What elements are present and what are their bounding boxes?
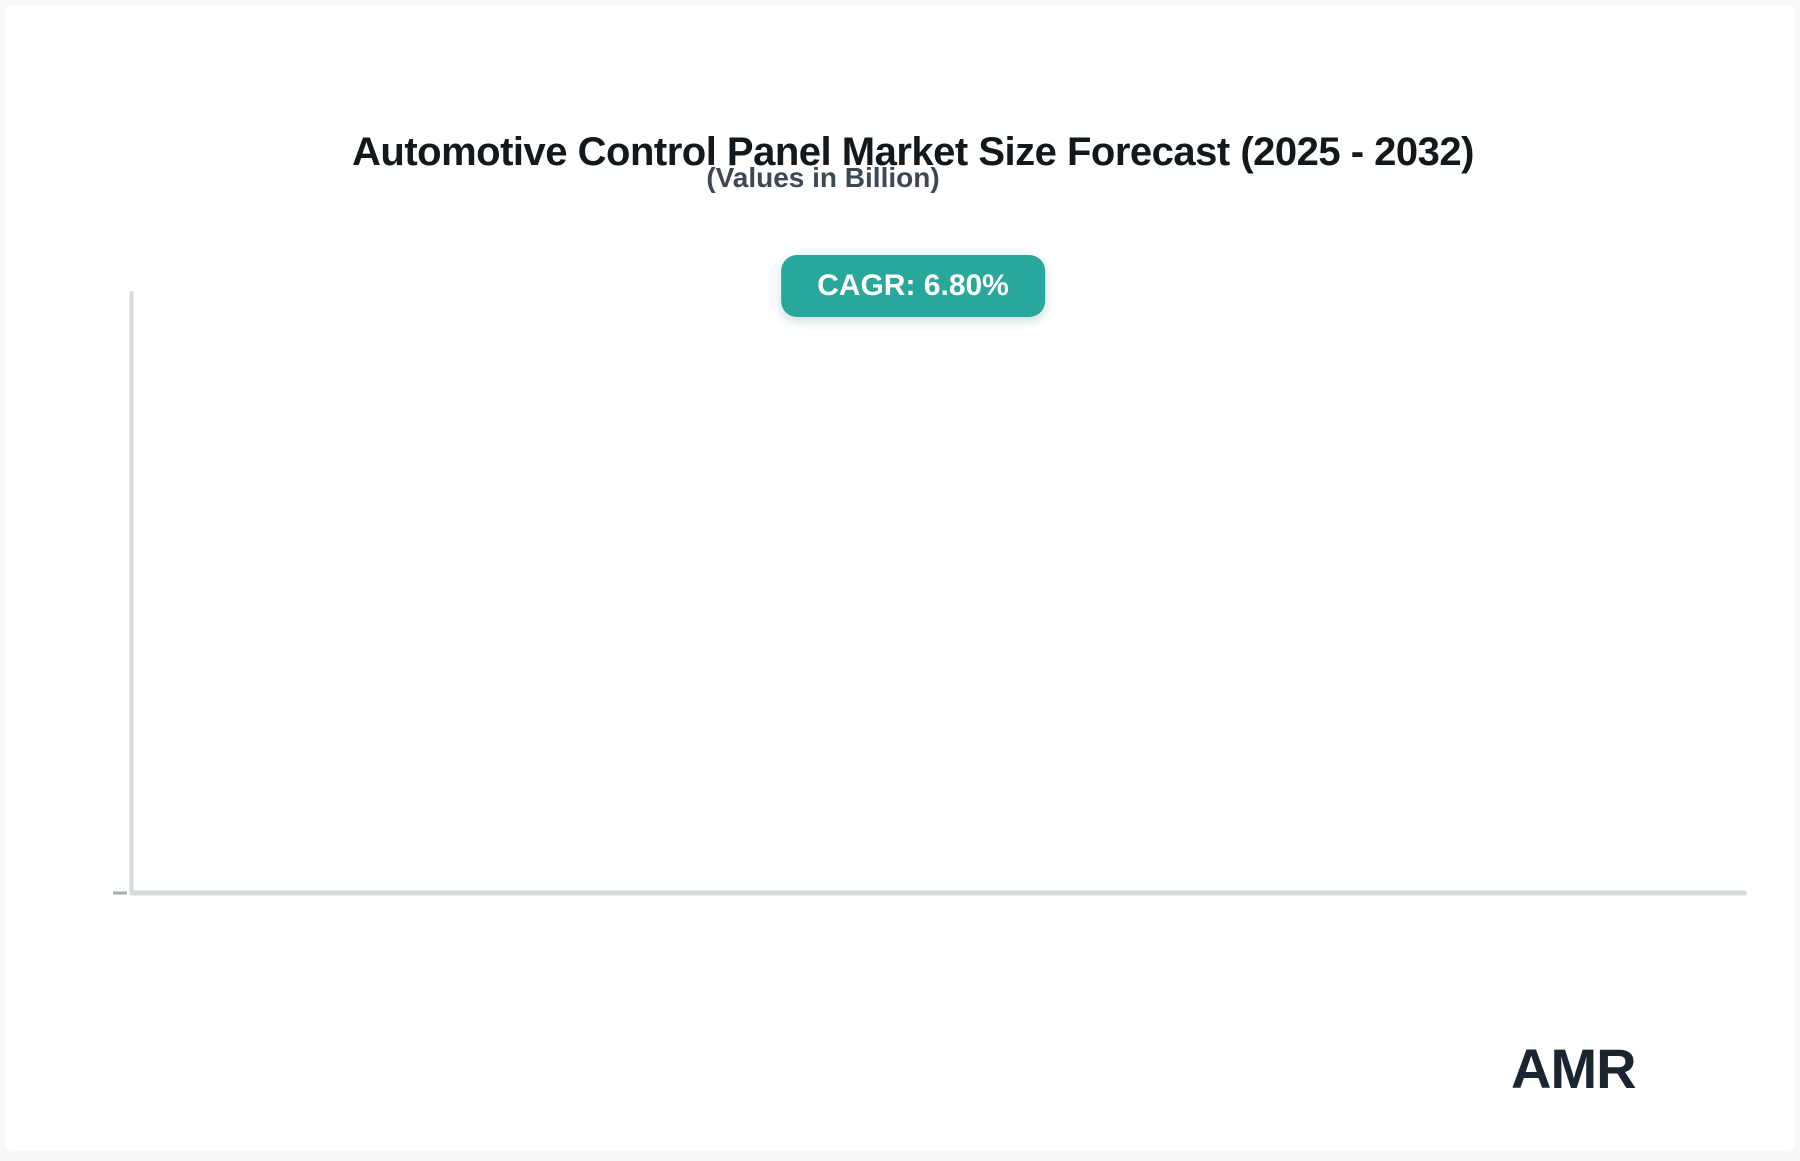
cagr-badge: CAGR: 6.80% [781, 255, 1045, 317]
growth-arrow-icon [1607, 1023, 1707, 1109]
x-axis-line [129, 890, 1747, 896]
cagr-badge-label: CAGR: 6.80% [817, 269, 1009, 302]
amr-logo-text: AMR [1511, 1037, 1637, 1100]
y-axis-line [129, 291, 134, 895]
amr-logo: AMR [1511, 1023, 1707, 1109]
chart-card: Automotive Control Panel Market Size For… [5, 5, 1795, 1151]
chart-title: Automotive Control Panel Market Size For… [352, 129, 1474, 174]
chart-subtitle: (Values in Billion) [706, 162, 940, 193]
bar-chart [113, 291, 1747, 896]
y-axis-tick [113, 891, 127, 895]
